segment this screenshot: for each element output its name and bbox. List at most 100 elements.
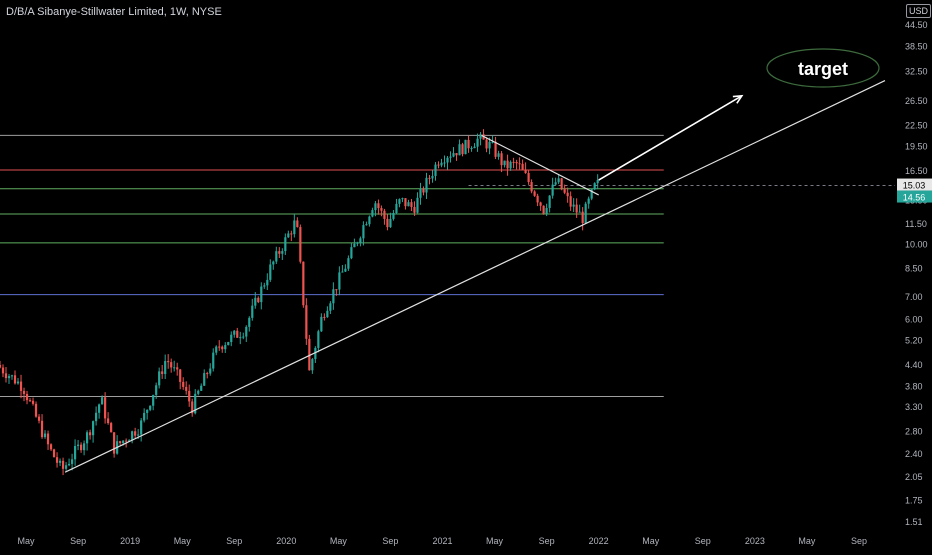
- x-tick-label: Sep: [539, 536, 555, 546]
- candle-167: [500, 151, 503, 173]
- trendline-0: [64, 80, 886, 473]
- candle-58: [173, 360, 176, 372]
- candle-190: [569, 191, 572, 211]
- candle-143: [428, 175, 431, 185]
- candle-181: [542, 205, 545, 215]
- candle-140: [419, 182, 422, 205]
- candle-30: [89, 429, 92, 440]
- candle-130: [389, 212, 392, 228]
- candle-146: [437, 161, 440, 169]
- candle-192: [575, 198, 578, 218]
- y-tick-label: 4.40: [905, 360, 923, 370]
- horizontal-levels: [0, 134, 895, 397]
- candle-99: [296, 217, 299, 228]
- y-tick-label: 6.00: [905, 314, 923, 324]
- candle-55: [164, 354, 167, 380]
- candle-147: [440, 158, 443, 168]
- candle-119: [356, 241, 359, 247]
- candle-161: [482, 129, 485, 140]
- candle-89: [266, 273, 269, 291]
- candle-182: [545, 203, 548, 217]
- candle-110: [329, 301, 332, 314]
- candle-171: [512, 157, 515, 169]
- y-tick-label: 44.50: [905, 20, 928, 30]
- candle-145: [434, 162, 437, 181]
- x-tick-label: May: [18, 536, 36, 546]
- candle-80: [239, 331, 242, 345]
- candle-37: [110, 421, 113, 433]
- candle-128: [383, 208, 386, 225]
- candle-64: [191, 398, 194, 417]
- y-tick-label: 16.50: [905, 166, 928, 176]
- candle-13: [37, 414, 41, 424]
- x-tick-label: Sep: [382, 536, 398, 546]
- candle-149: [446, 156, 449, 170]
- target-annotation: target: [766, 48, 880, 88]
- candle-117: [350, 242, 353, 260]
- price-axis: 1.51 1.75 2.05 2.40 2.80 3.30 3.80 4.40 5.20 6.00…: [905, 20, 928, 527]
- candle-7: [19, 374, 23, 399]
- currency-badge[interactable]: USD: [906, 4, 932, 18]
- x-tick-label: 2020: [276, 536, 296, 546]
- candle-27: [79, 442, 83, 453]
- candle-68: [203, 369, 206, 386]
- candle-112: [335, 289, 338, 296]
- candle-105: [314, 346, 317, 363]
- target-ellipse: [766, 48, 880, 88]
- candle-67: [200, 383, 203, 391]
- candle-83: [248, 316, 251, 332]
- candle-84: [251, 298, 254, 321]
- candle-123: [368, 215, 371, 227]
- candle-17: [49, 443, 53, 452]
- candle-179: [536, 193, 539, 207]
- candle-163: [488, 137, 491, 155]
- candle-184: [551, 177, 554, 199]
- candle-87: [260, 282, 263, 310]
- candle-21: [61, 457, 65, 476]
- candle-48: [143, 408, 146, 423]
- candle-102: [305, 298, 308, 345]
- candle-170: [509, 160, 512, 171]
- candle-173: [518, 157, 521, 170]
- candle-138: [413, 201, 416, 216]
- candle-6: [16, 378, 20, 385]
- candle-49: [146, 409, 149, 420]
- candle-47: [140, 418, 143, 442]
- candle-4: [10, 374, 14, 380]
- candle-193: [578, 204, 581, 213]
- candle-154: [461, 142, 464, 157]
- candle-178: [533, 190, 536, 197]
- candle-156: [467, 135, 470, 153]
- candle-18: [52, 448, 56, 458]
- candle-20: [58, 458, 62, 467]
- candle-31: [92, 420, 95, 443]
- candle-32: [95, 406, 98, 426]
- candle-198: [593, 182, 596, 191]
- y-tick-label: 1.51: [905, 517, 923, 527]
- candle-100: [299, 224, 302, 264]
- target-arrow: [598, 95, 743, 181]
- candle-82: [245, 325, 248, 343]
- candle-101: [302, 261, 305, 308]
- candle-63: [188, 384, 191, 407]
- candle-5: [13, 370, 17, 385]
- candle-73: [218, 340, 221, 351]
- candle-50: [149, 405, 152, 412]
- x-tick-label: May: [642, 536, 660, 546]
- candle-1: [1, 364, 5, 378]
- candle-127: [380, 205, 383, 217]
- candle-134: [401, 197, 404, 203]
- candle-165: [494, 136, 497, 160]
- candle-94: [281, 248, 284, 260]
- candle-177: [530, 179, 533, 194]
- candle-168: [503, 160, 506, 168]
- secondary-price-badge: [897, 190, 932, 203]
- candle-106: [317, 329, 320, 353]
- candle-116: [347, 255, 350, 271]
- x-tick-label: May: [486, 536, 504, 546]
- x-tick-label: 2023: [745, 536, 765, 546]
- candle-197: [590, 188, 593, 201]
- y-tick-label: 11.50: [905, 219, 927, 229]
- candle-120: [359, 236, 362, 247]
